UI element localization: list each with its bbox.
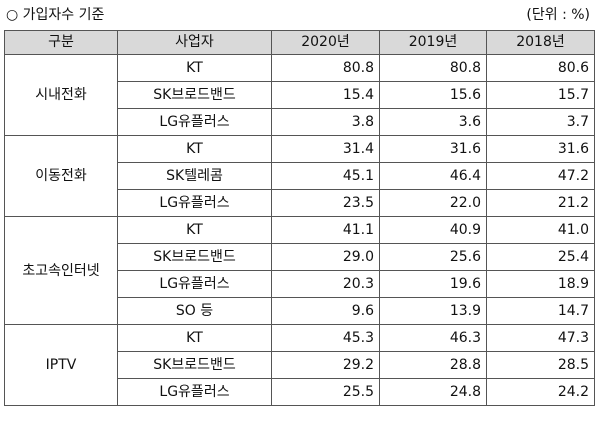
operator-cell: SK텔레콤 <box>117 162 272 190</box>
value-cell: 13.9 <box>379 297 487 325</box>
operator-cell: SK브로드밴드 <box>117 243 272 271</box>
category-cell: 초고속인터넷 <box>4 216 118 325</box>
value-cell: 25.5 <box>271 378 380 406</box>
value-cell: 45.1 <box>271 162 380 190</box>
value-cell: 31.4 <box>271 135 380 163</box>
unit-note: (단위 : %) <box>526 7 590 23</box>
operator-cell: LG유플러스 <box>117 189 272 217</box>
column-header-2018: 2018년 <box>486 30 595 55</box>
table-body: 시내전화 KT 80.8 80.8 80.6 SK브로드밴드 15.4 15.6 15.7 LG유… <box>4 54 595 406</box>
value-cell: 3.6 <box>379 108 487 136</box>
column-header-2019: 2019년 <box>379 30 487 55</box>
operator-cell: SK브로드밴드 <box>117 81 272 109</box>
value-cell: 28.8 <box>379 351 487 379</box>
table-header-row: 구분 사업자 2020년 2019년 2018년 <box>4 30 595 55</box>
table-row: SK텔레콤 45.1 46.4 47.2 <box>5 162 595 190</box>
operator-cell: KT <box>117 135 272 163</box>
category-cell: 이동전화 <box>4 135 118 217</box>
value-cell: 25.4 <box>486 243 595 271</box>
value-cell: 80.8 <box>271 54 380 82</box>
operator-cell: KT <box>117 216 272 244</box>
table-header-line: ○ 가입자수 기준 (단위 : %) <box>0 0 598 26</box>
value-cell: 3.7 <box>486 108 595 136</box>
value-cell: 24.8 <box>379 378 487 406</box>
column-header-category: 구분 <box>4 30 118 55</box>
value-cell: 46.3 <box>379 324 487 352</box>
value-cell: 15.4 <box>271 81 380 109</box>
table-row: IPTV KT 45.3 46.3 47.3 <box>4 324 595 406</box>
table-row: LG유플러스 3.8 3.6 3.7 <box>5 108 595 136</box>
value-cell: 45.3 <box>271 324 380 352</box>
market-share-table: 구분 사업자 2020년 2019년 2018년 시내전화 KT 80.8 80.8 8… <box>4 30 595 406</box>
value-cell: 28.5 <box>486 351 595 379</box>
value-cell: 19.6 <box>379 270 487 298</box>
value-cell: 31.6 <box>379 135 487 163</box>
value-cell: 47.2 <box>486 162 595 190</box>
table-row: LG유플러스 20.3 19.6 18.9 <box>5 270 595 298</box>
basis-note: ○ 가입자수 기준 <box>6 7 105 23</box>
operator-cell: LG유플러스 <box>117 378 272 406</box>
value-cell: 21.2 <box>486 189 595 217</box>
column-header-operator: 사업자 <box>117 30 272 55</box>
value-cell: 24.2 <box>486 378 595 406</box>
table-row: LG유플러스 25.5 24.8 24.2 <box>5 378 595 406</box>
category-cell: 시내전화 <box>4 54 118 136</box>
table-row: SO 등 9.6 13.9 14.7 <box>5 297 595 325</box>
table-row: SK브로드밴드 15.4 15.6 15.7 <box>5 81 595 109</box>
value-cell: 47.3 <box>486 324 595 352</box>
operator-cell: LG유플러스 <box>117 108 272 136</box>
value-cell: 3.8 <box>271 108 380 136</box>
table-row: LG유플러스 23.5 22.0 21.2 <box>5 189 595 217</box>
value-cell: 15.6 <box>379 81 487 109</box>
table-row: 초고속인터넷 KT 41.1 40.9 41.0 <box>4 216 595 325</box>
value-cell: 46.4 <box>379 162 487 190</box>
table-row: SK브로드밴드 29.2 28.8 28.5 <box>5 351 595 379</box>
table-row: 시내전화 KT 80.8 80.8 80.6 <box>4 54 595 136</box>
value-cell: 9.6 <box>271 297 380 325</box>
value-cell: 40.9 <box>379 216 487 244</box>
operator-cell: KT <box>117 324 272 352</box>
value-cell: 22.0 <box>379 189 487 217</box>
value-cell: 80.8 <box>379 54 487 82</box>
table-row: 이동전화 KT 31.4 31.6 31.6 <box>4 135 595 217</box>
value-cell: 20.3 <box>271 270 380 298</box>
value-cell: 25.6 <box>379 243 487 271</box>
value-cell: 29.2 <box>271 351 380 379</box>
operator-cell: SK브로드밴드 <box>117 351 272 379</box>
value-cell: 23.5 <box>271 189 380 217</box>
operator-cell: LG유플러스 <box>117 270 272 298</box>
value-cell: 15.7 <box>486 81 595 109</box>
operator-cell: KT <box>117 54 272 82</box>
category-cell: IPTV <box>4 324 118 406</box>
value-cell: 80.6 <box>486 54 595 82</box>
value-cell: 18.9 <box>486 270 595 298</box>
column-header-2020: 2020년 <box>271 30 380 55</box>
value-cell: 41.1 <box>271 216 380 244</box>
value-cell: 14.7 <box>486 297 595 325</box>
value-cell: 31.6 <box>486 135 595 163</box>
value-cell: 29.0 <box>271 243 380 271</box>
value-cell: 41.0 <box>486 216 595 244</box>
table-row: SK브로드밴드 29.0 25.6 25.4 <box>5 243 595 271</box>
operator-cell: SO 등 <box>117 297 272 325</box>
